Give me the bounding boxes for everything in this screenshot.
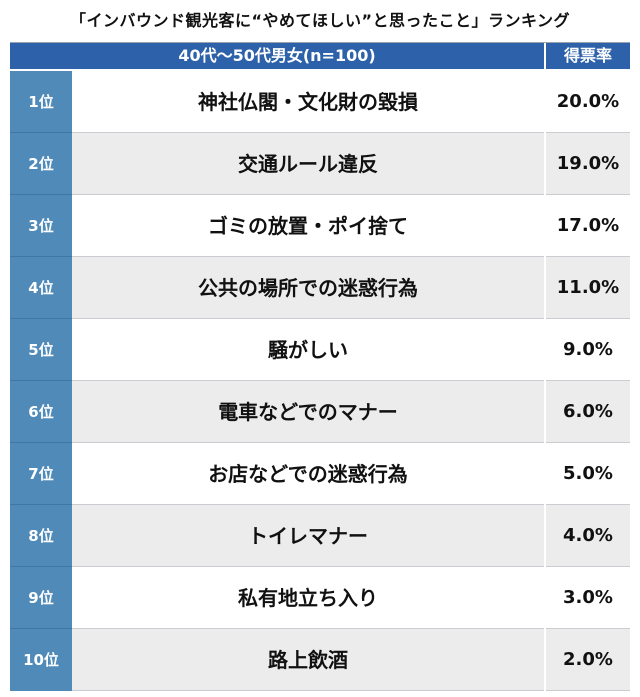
table-row: 3位 ゴミの放置・ポイ捨て 17.0%	[10, 195, 630, 257]
vote-rate-value: 17.0%	[546, 195, 630, 257]
item-label: 神社仏閣・文化財の毀損	[72, 71, 544, 133]
table-row: 9位 私有地立ち入り 3.0%	[10, 567, 630, 629]
item-label: 私有地立ち入り	[72, 567, 544, 629]
item-label: 交通ルール違反	[72, 133, 544, 195]
item-label: ゴミの放置・ポイ捨て	[72, 195, 544, 257]
rank-label: 4位	[10, 257, 72, 319]
vote-rate-header: 得票率	[546, 43, 630, 69]
rank-label: 10位	[10, 629, 72, 691]
table-row: 5位 騒がしい 9.0%	[10, 319, 630, 381]
rank-label: 6位	[10, 381, 72, 443]
table-row: 6位 電車などでのマナー 6.0%	[10, 381, 630, 443]
vote-rate-value: 2.0%	[546, 629, 630, 691]
table-row: 7位 お店などでの迷惑行為 5.0%	[10, 443, 630, 505]
item-label: 路上飲酒	[72, 629, 544, 691]
table-row: 2位 交通ルール違反 19.0%	[10, 133, 630, 195]
rank-label: 1位	[10, 71, 72, 133]
rank-label: 9位	[10, 567, 72, 629]
rank-label: 2位	[10, 133, 72, 195]
table-row: 4位 公共の場所での迷惑行為 11.0%	[10, 257, 630, 319]
vote-rate-value: 20.0%	[546, 71, 630, 133]
item-label: 公共の場所での迷惑行為	[72, 257, 544, 319]
rank-label: 3位	[10, 195, 72, 257]
chart-title: 「インバウンド観光客に“やめてほしい”と思ったこと」ランキング	[69, 11, 571, 30]
vote-rate-value: 11.0%	[546, 257, 630, 319]
vote-rate-value: 9.0%	[546, 319, 630, 381]
vote-rate-value: 3.0%	[546, 567, 630, 629]
rank-label: 7位	[10, 443, 72, 505]
ranking-table: 40代〜50代男女(n=100) 得票率 1位 神社仏閣・文化財の毀損 20.0% 2…	[10, 42, 630, 691]
vote-rate-value: 19.0%	[546, 133, 630, 195]
item-label: 騒がしい	[72, 319, 544, 381]
item-label: 電車などでのマナー	[72, 381, 544, 443]
table-row: 1位 神社仏閣・文化財の毀損 20.0%	[10, 71, 630, 133]
table-row: 8位 トイレマナー 4.0%	[10, 505, 630, 567]
group-header: 40代〜50代男女(n=100)	[10, 43, 544, 69]
vote-rate-value: 5.0%	[546, 443, 630, 505]
vote-rate-value: 6.0%	[546, 381, 630, 443]
rank-label: 5位	[10, 319, 72, 381]
item-label: お店などでの迷惑行為	[72, 443, 544, 505]
table-row: 10位 路上飲酒 2.0%	[10, 629, 630, 691]
rank-label: 8位	[10, 505, 72, 567]
item-label: トイレマナー	[72, 505, 544, 567]
vote-rate-value: 4.0%	[546, 505, 630, 567]
